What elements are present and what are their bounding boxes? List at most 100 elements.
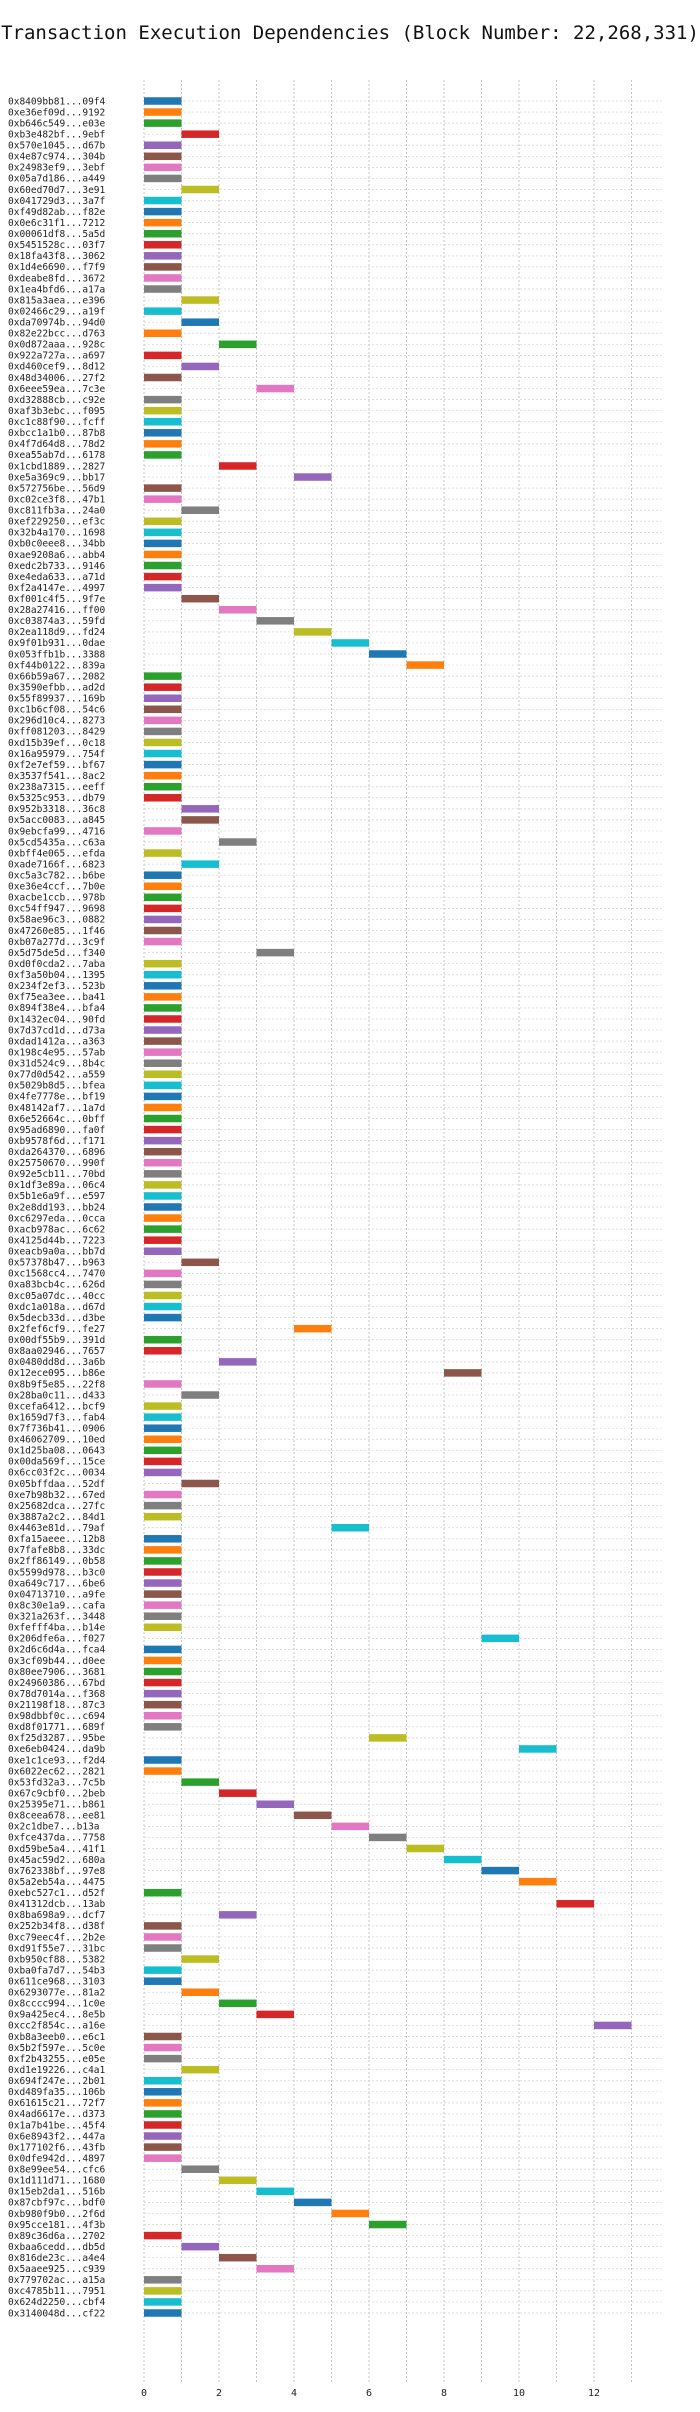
transaction-bar <box>144 2110 182 2118</box>
transaction-bar <box>256 2187 294 2196</box>
transaction-bar <box>331 1822 369 1831</box>
transaction-hash-label: 0xd32888cb...c92e <box>8 395 106 406</box>
transaction-hash-label: 0x952b3318...36c8 <box>8 804 106 815</box>
transaction-hash-label: 0xe5a369c9...bb17 <box>8 472 105 483</box>
transaction-hash-label: 0x21198f18...87c3 <box>8 1700 105 1711</box>
transaction-bar <box>144 263 182 271</box>
transaction-bar <box>144 982 182 990</box>
transaction-bar <box>144 119 182 127</box>
transaction-hash-label: 0x95cce181...4f3b <box>8 2220 106 2231</box>
transaction-bar <box>181 185 219 194</box>
transaction-hash-label: 0x57378b47...b963 <box>8 1258 105 1269</box>
transaction-hash-label: 0x8ceea678...ee81 <box>8 1811 106 1822</box>
transaction-hash-label: 0xbaa6cedd...db5d <box>8 2242 105 2253</box>
transaction-bar <box>144 1501 182 1510</box>
transaction-hash-label: 0x05a7d186...a449 <box>8 174 106 185</box>
transaction-hash-label: 0x894f38e4...bfa4 <box>8 1003 106 1014</box>
transaction-bar <box>144 1291 182 1300</box>
transaction-hash-label: 0x1d111d71...1680 <box>8 2176 106 2187</box>
transaction-bar <box>144 1170 182 1178</box>
transaction-hash-label: 0x98dbbf0c...c694 <box>8 1711 106 1722</box>
transaction-bar <box>144 893 182 902</box>
transaction-hash-label: 0x1432ec04...90fd <box>8 1014 105 1025</box>
transaction-hash-label: 0x16a95979...754f <box>8 749 105 760</box>
transaction-bar <box>144 904 182 913</box>
transaction-hash-label: 0x00df55b9...391d <box>8 1335 105 1346</box>
transaction-hash-label: 0x5599d978...b3c0 <box>8 1567 106 1578</box>
transaction-hash-label: 0xc05a07dc...40cc <box>8 1291 105 1302</box>
x-tick-label: 0 <box>141 2388 147 2399</box>
transaction-hash-label: 0xfa15aeee...12b8 <box>8 1534 106 1545</box>
x-tick-label: 4 <box>291 2388 297 2399</box>
transaction-bar <box>144 1468 182 1477</box>
transaction-hash-label: 0x2fef6cf9...fe27 <box>8 1324 105 1335</box>
transaction-bar <box>144 2309 182 2317</box>
transaction-hash-label: 0x48d34006...27f2 <box>8 373 105 384</box>
transaction-hash-label: 0x8b9f5e85...22f8 <box>8 1379 106 1390</box>
transaction-bar <box>144 539 182 548</box>
chart-title: Transaction Execution Dependencies (Bloc… <box>1 22 699 44</box>
transaction-hash-label: 0x0dfe942d...4897 <box>8 2153 105 2164</box>
transaction-bar <box>144 1579 182 1587</box>
transaction-bar <box>144 1424 182 1432</box>
transaction-hash-label: 0x1d25ba08...0643 <box>8 1446 105 1457</box>
transaction-hash-label: 0x87cbf97c...bdf0 <box>8 2198 106 2209</box>
transaction-hash-label: 0x2e8dd193...bb24 <box>8 1202 106 1213</box>
transaction-bar <box>144 738 182 747</box>
transaction-hash-label: 0x1d4e6690...f7f9 <box>8 262 106 273</box>
transaction-hash-label: 0x24960386...67bd <box>8 1678 105 1689</box>
transaction-hash-label: 0x0d872aaa...928c <box>8 340 105 351</box>
transaction-bar <box>181 860 219 868</box>
transaction-bar <box>144 429 182 437</box>
transaction-hash-label: 0xc1c88f90...fcff <box>8 417 105 428</box>
transaction-bar <box>181 2242 219 2251</box>
transaction-hash-label: 0x8aa02946...7657 <box>8 1346 105 1357</box>
transaction-bar <box>144 196 182 205</box>
transaction-hash-label: 0x25395e71...b861 <box>8 1800 106 1811</box>
transaction-bar <box>144 926 182 935</box>
transaction-bar <box>144 451 182 459</box>
transaction-bar <box>144 749 182 758</box>
transaction-bar <box>181 2165 219 2173</box>
transaction-hash-label: 0x32b4a170...1698 <box>8 528 106 539</box>
transaction-hash-label: 0xe4eda633...a71d <box>8 572 105 583</box>
transaction-bar <box>144 141 182 149</box>
transaction-hash-label: 0x6e52664c...0bff <box>8 1114 105 1125</box>
transaction-hash-label: 0xb0c0eee8...34bb <box>8 539 106 550</box>
transaction-bar <box>556 1900 594 1908</box>
transaction-bar <box>144 207 182 216</box>
transaction-bar <box>406 661 444 669</box>
transaction-hash-label: 0xae9208a6...abb4 <box>8 550 106 561</box>
transaction-bar <box>144 1247 182 1255</box>
transaction-bar <box>181 362 219 371</box>
transaction-bar <box>144 1457 182 1466</box>
transaction-hash-label: 0xd15b39ef...0c18 <box>8 738 106 749</box>
transaction-bar <box>144 794 182 802</box>
transaction-hash-label: 0xba0fa7d7...54b3 <box>8 1965 105 1976</box>
transaction-bar <box>144 1557 182 1565</box>
transaction-bar <box>294 2198 332 2207</box>
transaction-hash-label: 0x4fe7778e...bf19 <box>8 1092 106 1103</box>
transaction-hash-label: 0x28ba0c11...d433 <box>8 1390 105 1401</box>
transaction-bar <box>181 130 219 138</box>
transaction-hash-label: 0x9f01b931...0dae <box>8 638 106 649</box>
transaction-hash-label: 0xd8f01771...689f <box>8 1722 105 1733</box>
transaction-hash-label: 0xdeabe8fd...3672 <box>8 273 105 284</box>
transaction-hash-label: 0xdc1a018a...d67d <box>8 1302 105 1313</box>
transaction-hash-label: 0x8c30e1a9...cafa <box>8 1600 105 1611</box>
transaction-hash-label: 0xff081203...8429 <box>8 727 106 738</box>
transaction-bar <box>181 805 219 813</box>
transaction-bar <box>144 1667 182 1676</box>
transaction-hash-label: 0x05bffdaa...52df <box>8 1479 105 1490</box>
x-tick-label: 2 <box>216 2388 222 2399</box>
transaction-bar <box>481 1866 519 1875</box>
transaction-hash-label: 0xd59be5a4...41f1 <box>8 1844 106 1855</box>
transaction-hash-label: 0xfefff4ba...b14e <box>8 1623 106 1634</box>
transaction-hash-label: 0x78d7014a...f368 <box>8 1689 106 1700</box>
transaction-hash-label: 0x3887a2c2...84d1 <box>8 1512 106 1523</box>
transaction-bar <box>594 2021 632 2030</box>
transaction-bar <box>219 1999 257 2008</box>
transaction-hash-label: 0xdad1412a...a363 <box>8 1036 105 1047</box>
grid-lines <box>143 80 662 2382</box>
transaction-bar <box>144 1313 182 1322</box>
